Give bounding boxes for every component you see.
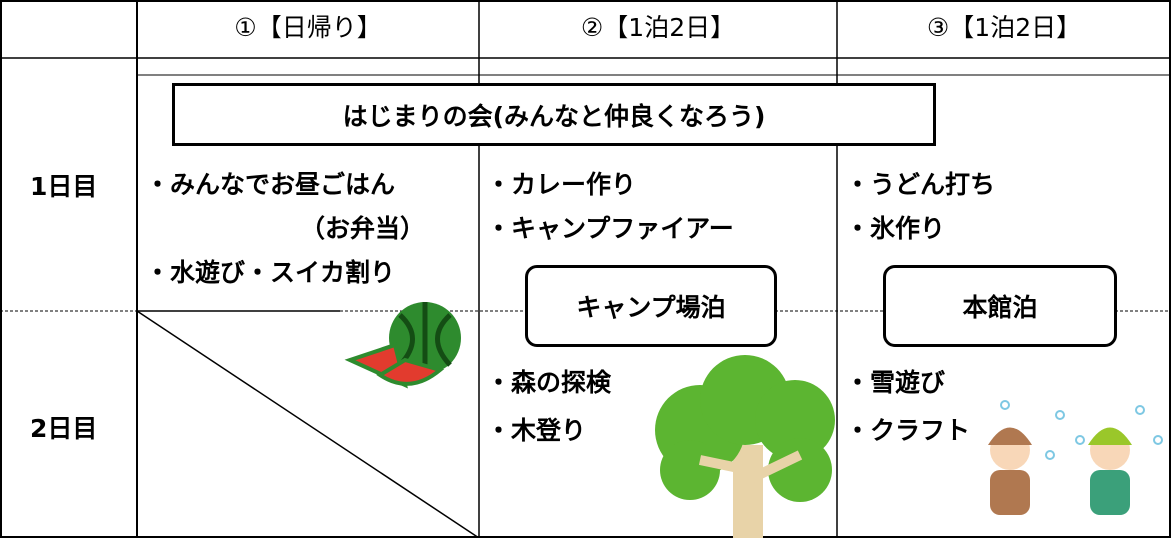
- day-label: 2日目: [30, 414, 98, 443]
- column-header: ②【1泊2日】: [580, 13, 736, 42]
- stay-box: 本館泊: [883, 265, 1117, 347]
- activity: ・木登り: [486, 416, 587, 445]
- activity: ・キャンプファイアー: [486, 214, 734, 243]
- tree-illustration: [655, 355, 835, 538]
- activity: ・みんなでお昼ごはん: [145, 170, 396, 199]
- activity: ・雪遊び: [845, 368, 946, 397]
- activity-note: （お弁当）: [300, 214, 426, 243]
- activity: ・クラフト: [845, 416, 971, 445]
- column-header: ③【1泊2日】: [926, 13, 1082, 42]
- stay-box: キャンプ場泊: [525, 265, 777, 347]
- watermelon-illustration: [344, 302, 461, 389]
- day-label: 1日目: [30, 172, 98, 201]
- activity: ・森の探検: [486, 368, 612, 397]
- activity: ・氷作り: [845, 214, 946, 243]
- activity: ・水遊び・スイカ割り: [145, 258, 396, 287]
- activity: ・うどん打ち: [845, 170, 996, 199]
- column-header: ①【日帰り】: [234, 13, 382, 42]
- activity: ・カレー作り: [486, 170, 637, 199]
- kids-illustration: [988, 400, 1163, 515]
- banner: はじまりの会(みんなと仲良くなろう): [172, 83, 936, 146]
